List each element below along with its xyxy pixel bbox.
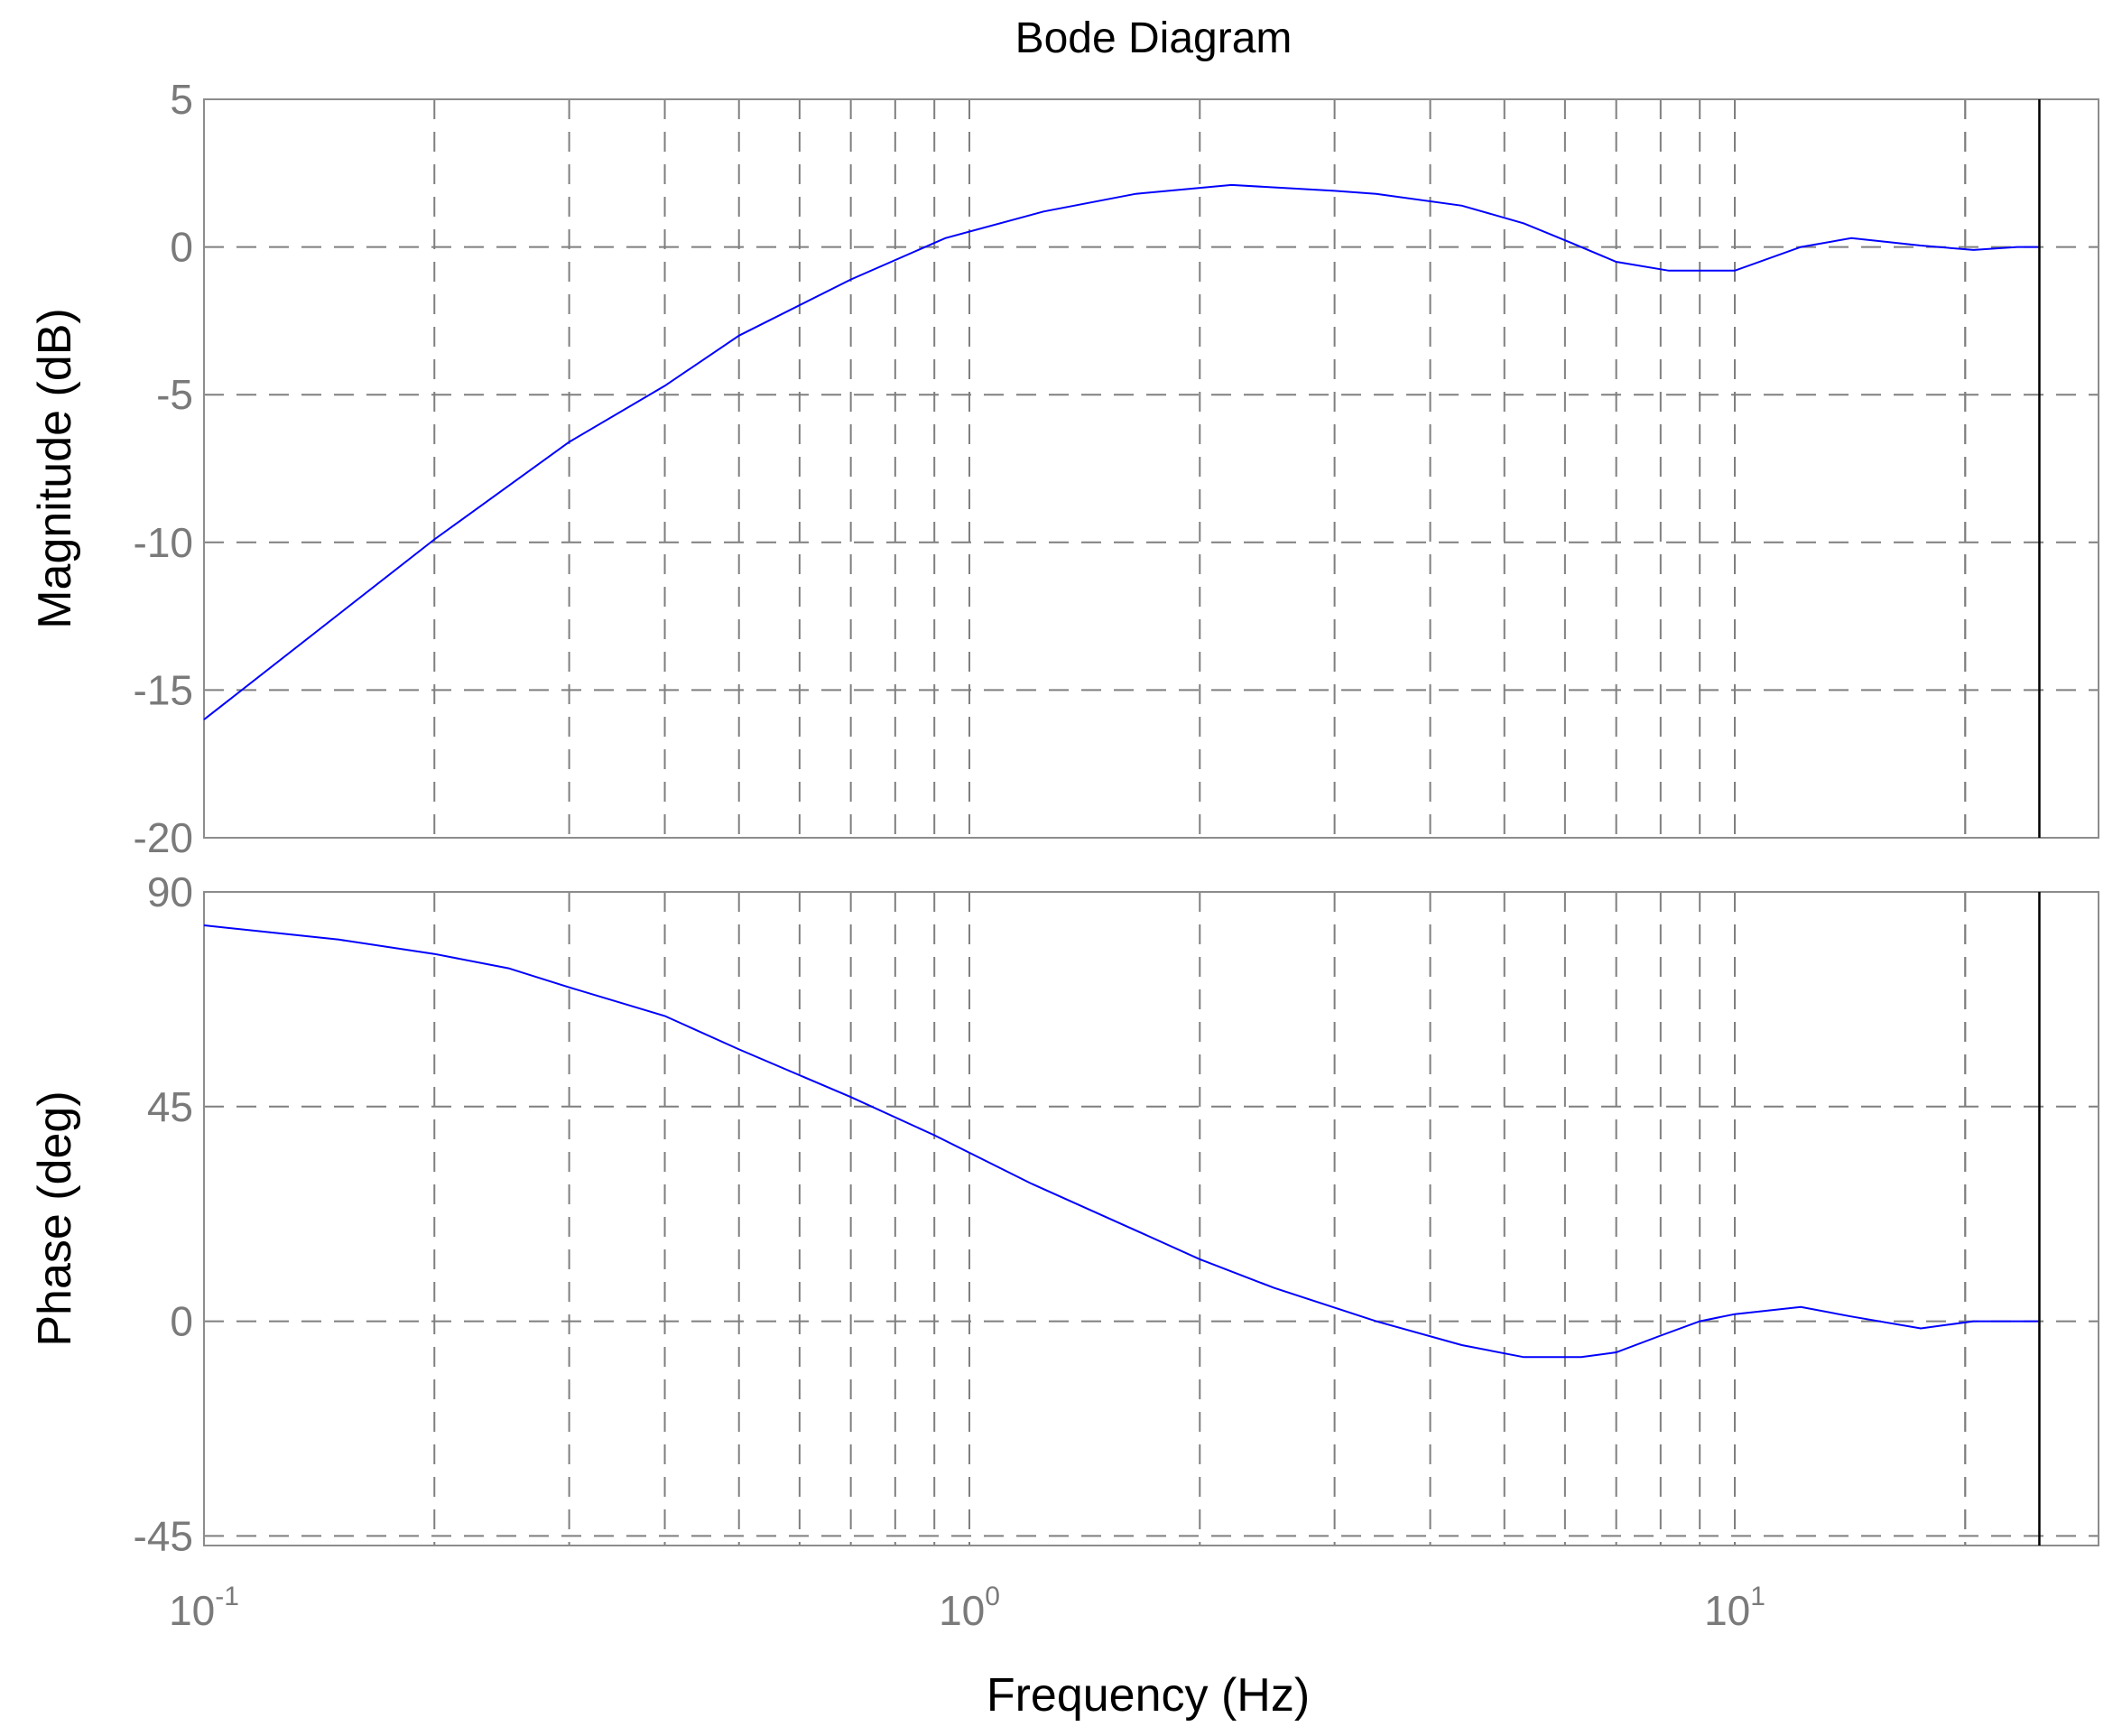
phase-ylabel: Phase (deg) — [29, 1091, 81, 1346]
magnitude-ylabel: Magnitude (dB) — [29, 308, 81, 629]
magnitude-ytick-label: -20 — [134, 814, 193, 861]
magnitude-ytick-label: 5 — [170, 76, 193, 123]
x-tick-label: 100 — [939, 1582, 1000, 1634]
x-tick-label: 101 — [1704, 1582, 1765, 1634]
phase-ytick-label: 45 — [147, 1083, 193, 1130]
phase-ytick-label: 90 — [147, 868, 193, 915]
x-tick-label: 10-1 — [169, 1582, 239, 1634]
x-axis-ticks: 10-1 100 101 — [169, 1582, 1765, 1634]
phase-ytick-label: 0 — [170, 1298, 193, 1345]
magnitude-ytick-label: -5 — [156, 371, 193, 418]
magnitude-ytick-label: -10 — [134, 519, 193, 566]
magnitude-series-line — [203, 183, 2040, 720]
phase-series-line — [203, 924, 2040, 1359]
magnitude-ytick-label: 0 — [170, 224, 193, 271]
phase-panel: 90 45 0 -45 Phase (deg) — [29, 868, 2099, 1559]
chart-title: Bode Diagram — [1015, 14, 1293, 62]
phase-ytick-label: -45 — [134, 1512, 193, 1559]
magnitude-ytick-label: -15 — [134, 666, 193, 713]
magnitude-plot-frame — [203, 98, 2099, 839]
x-axis-label: Frequency (Hz) — [987, 1669, 1310, 1722]
phase-plot-frame — [203, 891, 2099, 1546]
magnitude-panel: 5 0 -5 -10 -15 -20 Magnitude (dB) — [29, 76, 2099, 861]
